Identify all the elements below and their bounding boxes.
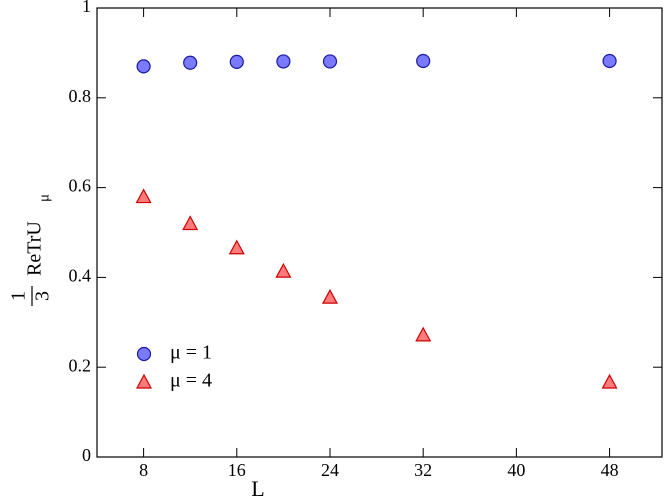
x-tick-label: 24 bbox=[321, 460, 339, 480]
legend-label: μ = 4 bbox=[170, 370, 212, 392]
legend-marker bbox=[135, 373, 153, 389]
plot-frame bbox=[96, 7, 663, 458]
y-label-text: ReTrU bbox=[24, 221, 46, 276]
data-point bbox=[136, 59, 151, 74]
data-point bbox=[602, 53, 617, 69]
data-point bbox=[415, 326, 432, 342]
y-tick-label: 0.6 bbox=[69, 176, 92, 196]
data-point bbox=[228, 239, 245, 255]
x-tick-label: 48 bbox=[601, 460, 619, 480]
data-point bbox=[322, 54, 338, 69]
y-tick-label: 0 bbox=[82, 445, 91, 465]
data-point bbox=[416, 53, 431, 69]
y-tick-label: 0.4 bbox=[69, 266, 92, 286]
y-label-numerator: 1 bbox=[8, 291, 30, 301]
data-point bbox=[275, 262, 292, 278]
data-point bbox=[321, 288, 338, 304]
data-point bbox=[276, 54, 291, 69]
data-point bbox=[601, 373, 618, 389]
data-point bbox=[229, 54, 244, 69]
y-axis-label: 1 3 ReTrU μ bbox=[8, 194, 54, 306]
y-label-subscript: μ bbox=[36, 194, 52, 202]
y-tick-label: 0.2 bbox=[69, 355, 92, 375]
legend-marker bbox=[136, 346, 152, 362]
y-tick-label: 0.8 bbox=[69, 86, 92, 106]
legend-label: μ = 1 bbox=[170, 342, 212, 364]
y-tick-label: 1 bbox=[82, 0, 91, 16]
data-point bbox=[135, 188, 152, 204]
x-tick-label: 8 bbox=[139, 460, 148, 480]
x-tick-label: 40 bbox=[507, 460, 525, 480]
y-label-denominator: 3 bbox=[32, 291, 54, 301]
x-tick-label: 32 bbox=[414, 460, 432, 480]
x-axis-label: L bbox=[251, 476, 264, 501]
data-point bbox=[182, 215, 199, 231]
x-tick-label: 16 bbox=[228, 460, 246, 480]
data-point bbox=[183, 55, 198, 70]
